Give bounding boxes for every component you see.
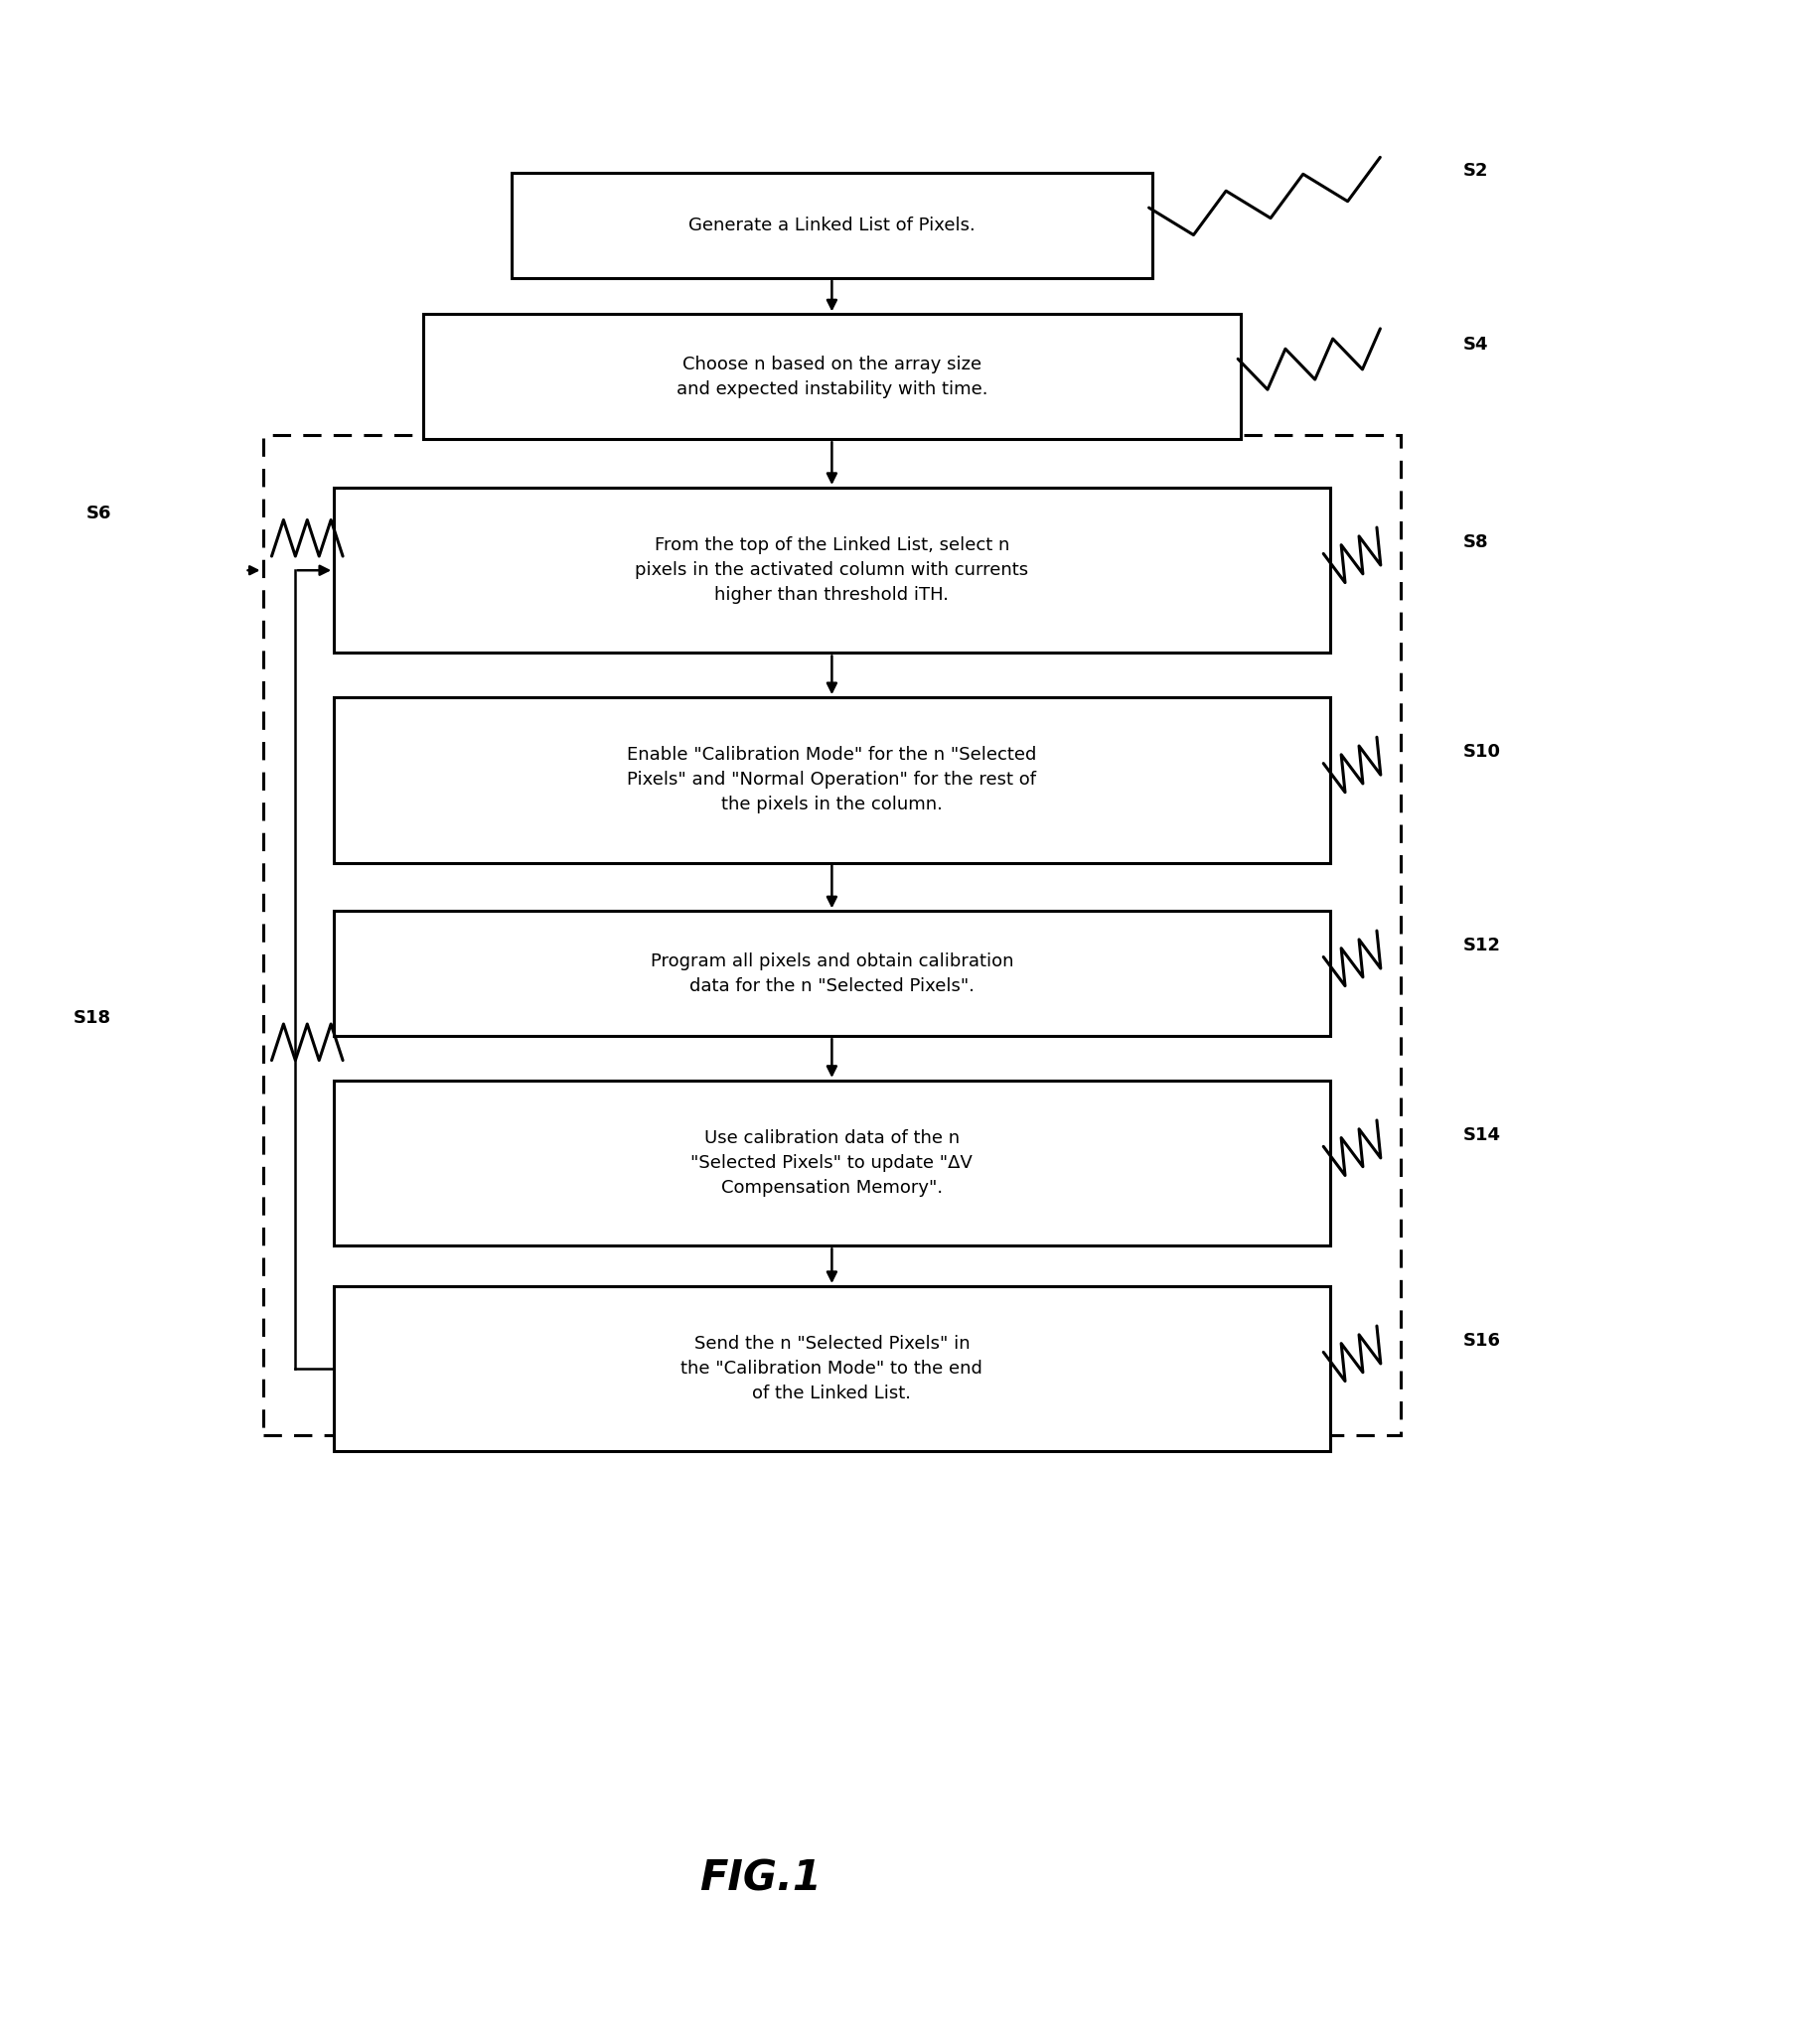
Text: S16: S16 (1463, 1331, 1501, 1349)
Text: Program all pixels and obtain calibration
data for the n "Selected Pixels".: Program all pixels and obtain calibratio… (650, 953, 1013, 995)
Text: S6: S6 (87, 505, 112, 523)
Bar (334, 489, 1329, 652)
Text: S4: S4 (1463, 335, 1488, 354)
Bar (264, 435, 1401, 1435)
Text: Send the n "Selected Pixels" in
the "Calibration Mode" to the end
of the Linked : Send the n "Selected Pixels" in the "Cal… (681, 1335, 982, 1402)
Text: S14: S14 (1463, 1126, 1501, 1145)
Text: Enable "Calibration Mode" for the n "Selected
Pixels" and "Normal Operation" for: Enable "Calibration Mode" for the n "Sel… (627, 746, 1037, 814)
Text: S12: S12 (1463, 936, 1501, 955)
Text: From the top of the Linked List, select n
pixels in the activated column with cu: From the top of the Linked List, select … (636, 538, 1029, 605)
Text: Use calibration data of the n
"Selected Pixels" to update "ΔV
Compensation Memor: Use calibration data of the n "Selected … (692, 1130, 973, 1198)
Text: S8: S8 (1463, 533, 1488, 552)
Bar (511, 174, 1152, 278)
Text: FIG.1: FIG.1 (699, 1858, 822, 1899)
Text: Choose n based on the array size
and expected instability with time.: Choose n based on the array size and exp… (675, 356, 988, 399)
Text: S2: S2 (1463, 161, 1488, 180)
Bar (334, 697, 1329, 863)
Text: S18: S18 (74, 1010, 112, 1026)
Text: S10: S10 (1463, 742, 1501, 760)
Bar (334, 1081, 1329, 1247)
Text: Generate a Linked List of Pixels.: Generate a Linked List of Pixels. (688, 217, 975, 235)
Bar (423, 315, 1241, 439)
Bar (334, 912, 1329, 1036)
Bar (334, 1286, 1329, 1451)
